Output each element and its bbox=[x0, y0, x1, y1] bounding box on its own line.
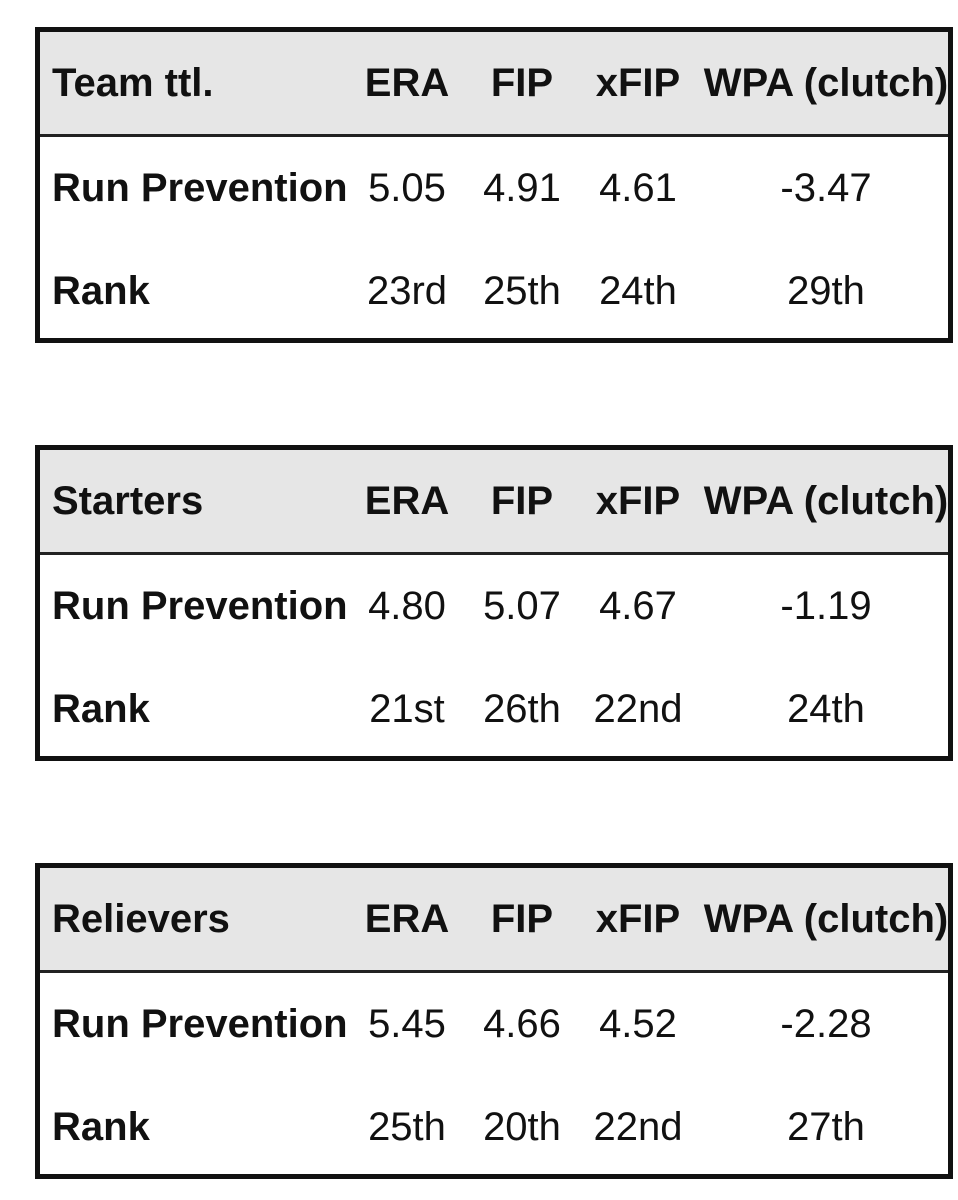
column-header-wpa: WPA (clutch) bbox=[703, 478, 949, 523]
cell-wpa: -2.28 bbox=[780, 1002, 872, 1046]
column-header-xfip: xFIP bbox=[595, 896, 681, 941]
cell-fip: 20th bbox=[483, 1105, 561, 1149]
relievers-table: Relievers ERA FIP xFIP WPA (clutch) Run … bbox=[35, 863, 953, 1179]
cell-fip: 4.91 bbox=[483, 166, 561, 210]
column-header-xfip: xFIP bbox=[595, 60, 681, 105]
cell-fip: 26th bbox=[483, 687, 561, 731]
cell-era: 4.80 bbox=[368, 584, 446, 628]
column-header-era: ERA bbox=[364, 896, 450, 941]
starters-table: Starters ERA FIP xFIP WPA (clutch) Run P… bbox=[35, 445, 953, 761]
column-header-xfip: xFIP bbox=[595, 478, 681, 523]
cell-xfip: 4.52 bbox=[599, 1002, 677, 1046]
table-row: Rank 25th 20th 22nd 27th bbox=[40, 1076, 948, 1179]
column-header-wpa: WPA (clutch) bbox=[703, 896, 949, 941]
cell-fip: 5.07 bbox=[483, 584, 561, 628]
table-header-row: Starters ERA FIP xFIP WPA (clutch) bbox=[40, 450, 948, 555]
table-row: Run Prevention 5.45 4.66 4.52 -2.28 bbox=[40, 973, 948, 1076]
cell-era: 5.45 bbox=[368, 1002, 446, 1046]
cell-xfip: 22nd bbox=[593, 1105, 683, 1149]
table-row: Rank 23rd 25th 24th 29th bbox=[40, 240, 948, 343]
cell-wpa: -1.19 bbox=[780, 584, 872, 628]
row-label: Rank bbox=[52, 687, 150, 731]
table-title: Team ttl. bbox=[52, 60, 214, 105]
column-header-fip: FIP bbox=[490, 896, 554, 941]
cell-xfip: 22nd bbox=[593, 687, 683, 731]
table-header-row: Team ttl. ERA FIP xFIP WPA (clutch) bbox=[40, 32, 948, 137]
column-header-era: ERA bbox=[364, 478, 450, 523]
cell-era: 25th bbox=[368, 1105, 446, 1149]
row-label: Rank bbox=[52, 269, 150, 313]
cell-wpa: 29th bbox=[787, 269, 865, 313]
cell-wpa: -3.47 bbox=[780, 166, 872, 210]
table-row: Rank 21st 26th 22nd 24th bbox=[40, 658, 948, 761]
table-row: Run Prevention 4.80 5.07 4.67 -1.19 bbox=[40, 555, 948, 658]
column-header-era: ERA bbox=[364, 60, 450, 105]
column-header-fip: FIP bbox=[490, 478, 554, 523]
table-header-row: Relievers ERA FIP xFIP WPA (clutch) bbox=[40, 868, 948, 973]
cell-fip: 4.66 bbox=[483, 1002, 561, 1046]
cell-xfip: 24th bbox=[599, 269, 677, 313]
table-title: Relievers bbox=[52, 896, 230, 941]
row-label: Run Prevention bbox=[52, 1002, 348, 1046]
cell-era: 21st bbox=[369, 687, 445, 731]
row-label: Rank bbox=[52, 1105, 150, 1149]
row-label: Run Prevention bbox=[52, 166, 348, 210]
column-header-fip: FIP bbox=[490, 60, 554, 105]
cell-xfip: 4.61 bbox=[599, 166, 677, 210]
cell-wpa: 24th bbox=[787, 687, 865, 731]
cell-era: 5.05 bbox=[368, 166, 446, 210]
table-row: Run Prevention 5.05 4.91 4.61 -3.47 bbox=[40, 137, 948, 240]
cell-fip: 25th bbox=[483, 269, 561, 313]
column-header-wpa: WPA (clutch) bbox=[703, 60, 949, 105]
cell-xfip: 4.67 bbox=[599, 584, 677, 628]
cell-wpa: 27th bbox=[787, 1105, 865, 1149]
cell-era: 23rd bbox=[366, 269, 448, 313]
row-label: Run Prevention bbox=[52, 584, 348, 628]
table-title: Starters bbox=[52, 478, 204, 523]
team-total-table: Team ttl. ERA FIP xFIP WPA (clutch) Run … bbox=[35, 27, 953, 343]
